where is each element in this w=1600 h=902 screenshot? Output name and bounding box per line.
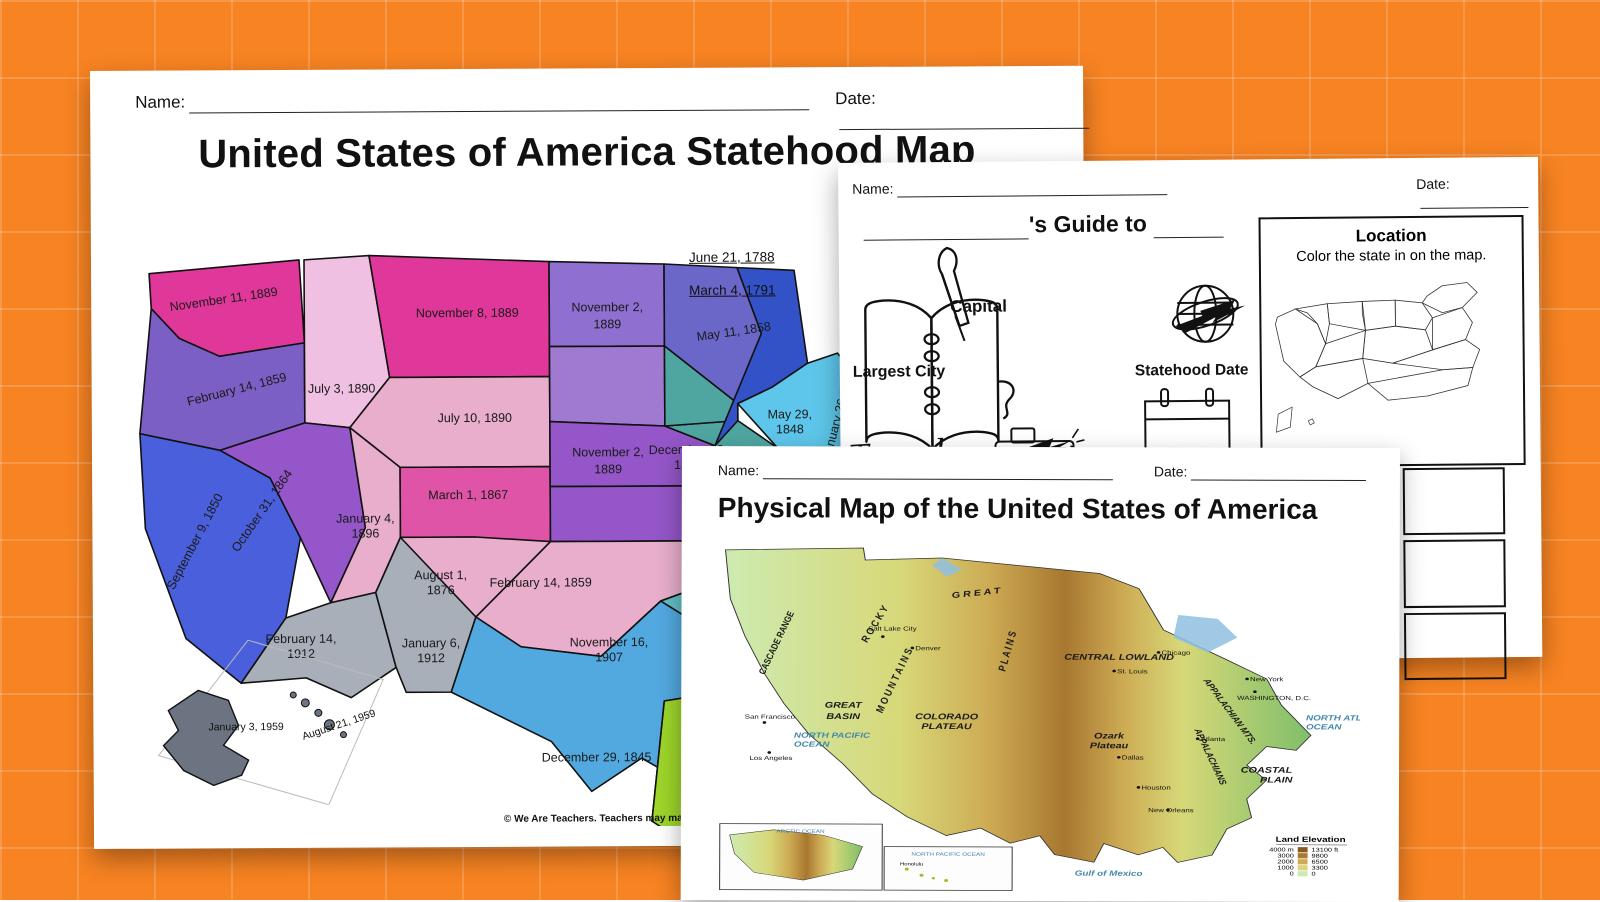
svg-text:4000 m: 4000 m [1269, 847, 1294, 853]
svg-text:Ozark: Ozark [1094, 732, 1125, 742]
svg-text:May 29,: May 29, [768, 407, 813, 421]
svg-text:6500: 6500 [1312, 859, 1329, 865]
svg-text:March 1, 1867: March 1, 1867 [428, 488, 508, 502]
svg-text:WASHINGTON, D.C.: WASHINGTON, D.C. [1237, 696, 1311, 702]
svg-text:1896: 1896 [351, 526, 379, 540]
svg-text:NORTH ATLANTIC: NORTH ATLANTIC [1306, 713, 1361, 722]
svg-text:3000: 3000 [1277, 853, 1294, 859]
svg-text:November 16,: November 16, [570, 635, 649, 649]
svg-text:COASTAL: COASTAL [1241, 766, 1293, 776]
svg-text:1889: 1889 [593, 317, 621, 331]
svg-text:July 10, 1890: July 10, 1890 [438, 411, 512, 425]
svg-text:9800: 9800 [1312, 853, 1329, 859]
svg-text:BASIN: BASIN [826, 712, 861, 722]
svg-text:NORTH PACIFIC: NORTH PACIFIC [794, 731, 871, 740]
svg-text:New Orleans: New Orleans [1148, 808, 1194, 814]
svg-text:1889: 1889 [594, 462, 622, 476]
svg-text:Gulf of Mexico: Gulf of Mexico [1075, 869, 1144, 878]
svg-text:0: 0 [1311, 871, 1316, 877]
svg-text:2000: 2000 [1277, 859, 1294, 865]
svg-text:Los Angeles: Los Angeles [750, 756, 793, 762]
svg-text:December 29, 1845: December 29, 1845 [542, 750, 652, 765]
svg-text:August 1,: August 1, [414, 568, 467, 582]
svg-text:Chicago: Chicago [1161, 650, 1190, 656]
svg-text:0: 0 [1290, 871, 1295, 877]
svg-text:1848: 1848 [776, 422, 804, 436]
svg-text:November 2,: November 2, [571, 300, 643, 314]
svg-text:Land Elevation: Land Elevation [1276, 835, 1346, 844]
svg-text:13100 ft: 13100 ft [1312, 847, 1339, 853]
svg-text:New York: New York [1250, 677, 1284, 683]
svg-text:OCEAN: OCEAN [1306, 722, 1342, 731]
svg-text:Salt Lake City: Salt Lake City [868, 626, 917, 632]
svg-text:NORTH PACIFIC OCEAN: NORTH PACIFIC OCEAN [911, 852, 985, 857]
svg-text:November 8, 1889: November 8, 1889 [416, 306, 519, 321]
svg-text:OCEAN: OCEAN [794, 740, 830, 749]
svg-text:ARCTIC OCEAN: ARCTIC OCEAN [776, 829, 824, 834]
svg-text:Plateau: Plateau [1090, 741, 1129, 751]
svg-text:January 3, 1959: January 3, 1959 [208, 721, 284, 733]
svg-text:July 3, 1890: July 3, 1890 [308, 382, 376, 396]
svg-text:1907: 1907 [595, 650, 623, 664]
svg-text:Capital: Capital [950, 297, 1007, 316]
svg-text:Denver: Denver [915, 646, 941, 652]
svg-text:Dallas: Dallas [1122, 755, 1144, 761]
svg-text:San Francisco: San Francisco [745, 714, 795, 720]
svg-text:Largest City: Largest City [853, 363, 946, 381]
svg-text:February 14, 1859: February 14, 1859 [490, 575, 592, 590]
svg-text:November 2,: November 2, [572, 445, 644, 459]
svg-text:August 21, 1959: August 21, 1959 [301, 707, 378, 742]
svg-text:3300: 3300 [1311, 865, 1328, 871]
svg-text:PLAIN: PLAIN [1260, 776, 1294, 786]
svg-text:PLATEAU: PLATEAU [921, 722, 972, 732]
svg-text:January 4,: January 4, [336, 511, 394, 525]
svg-text:CENTRAL LOWLAND: CENTRAL LOWLAND [1064, 653, 1174, 663]
svg-text:Honolulu: Honolulu [900, 862, 923, 867]
svg-text:COLORADO: COLORADO [915, 712, 979, 722]
svg-text:St. Louis: St. Louis [1117, 669, 1148, 675]
svg-text:GREAT: GREAT [825, 701, 863, 711]
svg-text:1000: 1000 [1277, 865, 1294, 871]
svg-text:Atlanta: Atlanta [1201, 737, 1226, 743]
svg-text:1876: 1876 [427, 583, 455, 597]
svg-text:Houston: Houston [1141, 785, 1170, 791]
